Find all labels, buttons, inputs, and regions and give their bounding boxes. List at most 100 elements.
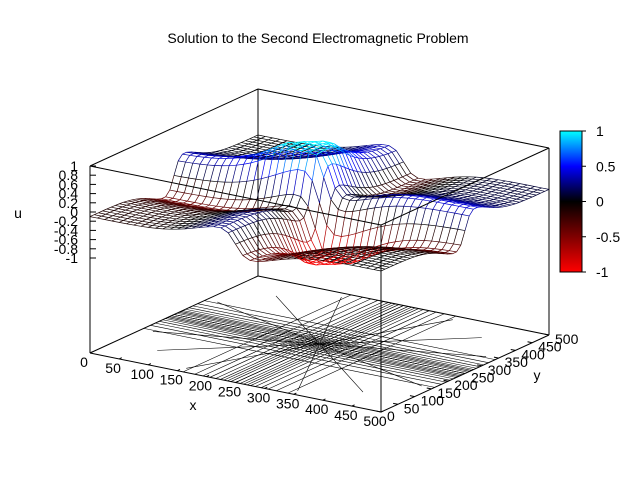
mesh-segment: [403, 255, 408, 258]
mesh-segment: [242, 255, 251, 261]
mesh-segment: [126, 203, 131, 206]
mesh-segment: [421, 187, 430, 190]
mesh-segment: [467, 196, 475, 199]
x-tick: [147, 363, 152, 366]
mesh-segment: [359, 248, 364, 251]
mesh-segment: [328, 148, 333, 151]
mesh-segment: [319, 177, 325, 204]
mesh-segment: [481, 197, 487, 200]
mesh-segment: [391, 206, 397, 225]
mesh-segment: [258, 146, 264, 149]
x-tick-label: 100: [131, 366, 155, 382]
z-tick-label: -0.4: [54, 222, 78, 238]
mesh-segment: [367, 260, 372, 264]
mesh-segment: [446, 189, 455, 191]
mesh-segment: [212, 205, 217, 209]
mesh-segment: [530, 186, 535, 189]
mesh-segment: [487, 191, 492, 194]
mesh-segment: [182, 151, 187, 155]
mesh-segment: [260, 136, 266, 139]
mesh-segment: [324, 250, 330, 253]
contour-ray: [319, 343, 364, 393]
mesh-segment: [301, 253, 307, 256]
mesh-segment: [171, 209, 179, 211]
mesh-segment: [139, 200, 144, 202]
mesh-segment: [191, 226, 197, 229]
mesh-segment: [403, 256, 411, 259]
mesh-segment: [504, 197, 510, 200]
contour-line: [178, 312, 470, 372]
mesh-segment: [355, 249, 360, 252]
mesh-segment: [319, 261, 324, 265]
mesh-segment: [235, 242, 240, 245]
mesh-segment: [525, 189, 534, 193]
mesh-segment: [298, 252, 304, 255]
mesh-segment: [157, 203, 166, 206]
mesh-segment: [227, 232, 236, 245]
mesh-segment: [193, 211, 198, 213]
mesh-segment: [230, 153, 238, 156]
mesh-segment: [300, 256, 306, 260]
mesh-segment: [515, 185, 524, 188]
mesh-segment: [501, 180, 506, 184]
mesh-segment: [513, 193, 518, 197]
mesh-segment: [285, 145, 294, 148]
mesh-segment: [171, 207, 176, 210]
mesh-segment: [457, 214, 463, 230]
mesh-segment: [271, 142, 279, 145]
mesh-segment: [336, 151, 341, 153]
mesh-segment: [285, 235, 294, 253]
x-tick-label: 150: [160, 372, 184, 388]
mesh-segment: [184, 192, 192, 195]
mesh-segment: [175, 207, 180, 209]
mesh-segment: [258, 255, 263, 258]
mesh-segment: [512, 198, 517, 202]
mesh-segment: [319, 147, 327, 150]
mesh-segment: [515, 183, 521, 186]
mesh-segment: [434, 241, 440, 249]
mesh-segment: [291, 143, 296, 147]
mesh-segment: [323, 154, 328, 157]
mesh-segment: [355, 231, 364, 234]
mesh-segment: [422, 199, 430, 202]
mesh-segment: [393, 180, 402, 186]
mesh-segment: [245, 199, 251, 209]
mesh-segment: [294, 154, 300, 157]
mesh-segment: [374, 248, 379, 251]
mesh-segment: [248, 223, 257, 237]
mesh-segment: [394, 165, 403, 178]
mesh-segment: [287, 145, 292, 150]
mesh-segment: [314, 144, 322, 147]
mesh-segment: [373, 250, 379, 253]
mesh-segment: [188, 226, 197, 228]
mesh-segment: [291, 220, 296, 222]
mesh-segment: [512, 181, 520, 184]
mesh-segment: [205, 217, 210, 220]
mesh-segment: [406, 172, 411, 176]
mesh-segment: [268, 137, 273, 141]
mesh-segment: [283, 256, 288, 259]
mesh-segment: [326, 225, 335, 236]
mesh-segment: [438, 179, 444, 182]
mesh-segment: [261, 176, 269, 180]
mesh-segment: [296, 207, 305, 218]
mesh-segment: [310, 153, 318, 157]
mesh-segment: [354, 253, 360, 262]
mesh-segment: [409, 181, 417, 184]
mesh-segment: [534, 186, 542, 189]
mesh-segment: [301, 148, 307, 151]
mesh-segment: [167, 220, 173, 223]
mesh-segment: [428, 178, 433, 182]
mesh-segment: [231, 150, 240, 153]
mesh-segment: [350, 151, 359, 159]
mesh-segment: [339, 252, 347, 255]
mesh-segment: [325, 252, 330, 256]
mesh-segment: [415, 252, 424, 255]
mesh-segment: [177, 153, 183, 162]
mesh-segment: [338, 255, 343, 259]
mesh-segment: [211, 151, 217, 153]
mesh-segment: [236, 143, 245, 147]
mesh-segment: [391, 255, 396, 258]
mesh-segment: [150, 201, 159, 204]
mesh-segment: [179, 219, 184, 222]
